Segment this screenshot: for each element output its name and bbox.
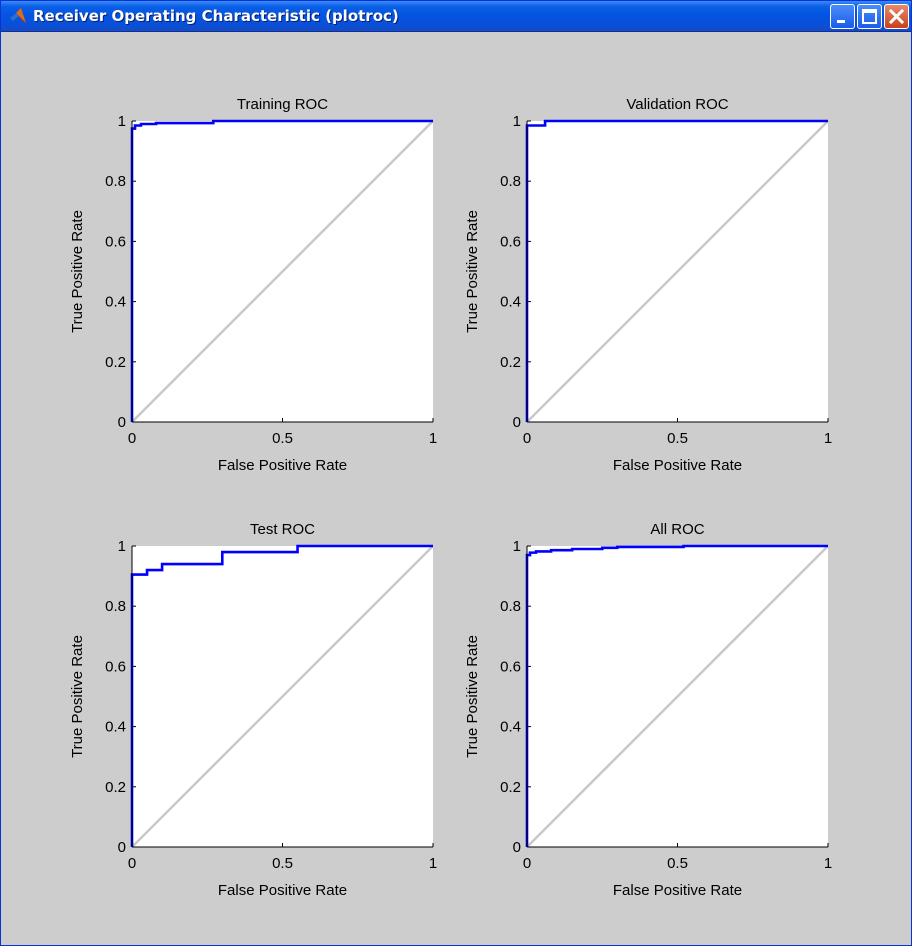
test-roc-x-tick-label: 1 xyxy=(429,855,437,872)
all-roc-x-tick-label: 1 xyxy=(824,855,832,872)
training-roc-y-tick-label: 0.4 xyxy=(105,294,126,311)
validation-roc-y-axis-label: True Positive Rate xyxy=(464,210,481,333)
test-roc-y-tick-label: 0.8 xyxy=(105,598,126,615)
validation-roc-x-tick-label: 0.5 xyxy=(667,430,688,447)
all-roc-x-axis-label: False Positive Rate xyxy=(613,882,742,899)
all-roc-chart: All ROC 0 0.5 1 0 0.2 0.4 0.6 0.8 1 False Positive… xyxy=(464,521,832,899)
test-roc-y-tick-label: 0 xyxy=(118,839,126,856)
maximize-icon xyxy=(862,9,877,24)
all-roc-y-tick-label: 1 xyxy=(513,538,521,555)
validation-roc-x-tick-label: 0 xyxy=(523,430,531,447)
test-roc-y-tick-label: 0.2 xyxy=(105,779,126,796)
validation-roc-y-tick-label: 0 xyxy=(513,414,521,431)
figure-canvas: Training ROC 0 0.5 1 0 0.2 0.4 0.6 0.8 1 False Pos… xyxy=(1,31,913,947)
test-roc-x-axis-label: False Positive Rate xyxy=(218,882,347,899)
matlab-logo-icon xyxy=(9,7,27,25)
validation-roc-y-tick-label: 0.4 xyxy=(500,294,521,311)
training-roc-x-tick-label: 0.5 xyxy=(272,430,293,447)
training-roc-diagonal-line xyxy=(131,120,434,423)
training-roc-x-tick-label: 1 xyxy=(429,430,437,447)
all-roc-x-tick-label: 0.5 xyxy=(667,855,688,872)
training-roc-y-tick-label: 1 xyxy=(118,113,126,130)
training-roc-chart: Training ROC 0 0.5 1 0 0.2 0.4 0.6 0.8 1 False Pos… xyxy=(69,96,437,474)
title-bar[interactable]: Receiver Operating Characteristic (plotr… xyxy=(1,1,911,32)
all-roc-y-axis-label: True Positive Rate xyxy=(464,635,481,758)
all-roc-y-tick-label: 0 xyxy=(513,839,521,856)
all-roc-y-tick-label: 0.6 xyxy=(500,658,521,675)
validation-roc-chart: Validation ROC 0 0.5 1 0 0.2 0.4 0.6 0.8 1 False P… xyxy=(464,96,832,474)
validation-roc-y-tick-label: 0.6 xyxy=(500,233,521,250)
training-roc-title: Training ROC xyxy=(237,96,328,113)
all-roc-roc-curve xyxy=(525,544,828,847)
all-roc-title: All ROC xyxy=(650,521,704,538)
minimize-button[interactable] xyxy=(830,4,855,29)
all-roc-y-tick-label: 0.4 xyxy=(500,719,521,736)
test-roc-y-tick-label: 0.6 xyxy=(105,658,126,675)
window-title: Receiver Operating Characteristic (plotr… xyxy=(33,7,399,25)
validation-roc-y-tick-label: 0.2 xyxy=(500,354,521,371)
all-roc-y-tick-label: 0.2 xyxy=(500,779,521,796)
validation-roc-title: Validation ROC xyxy=(626,96,728,113)
roc-plots: Training ROC 0 0.5 1 0 0.2 0.4 0.6 0.8 1 False Pos… xyxy=(69,96,832,899)
training-roc-roc-curve xyxy=(130,119,433,422)
test-roc-y-tick-label: 0.4 xyxy=(105,719,126,736)
validation-roc-diagonal-line xyxy=(526,120,829,423)
all-roc-x-tick-label: 0 xyxy=(523,855,531,872)
test-roc-y-axis-label: True Positive Rate xyxy=(69,635,86,758)
test-roc-roc-curve xyxy=(130,544,433,847)
test-roc-chart: Test ROC 0 0.5 1 0 0.2 0.4 0.6 0.8 1 False Positiv… xyxy=(69,521,437,899)
minimize-icon xyxy=(837,20,845,23)
test-roc-title: Test ROC xyxy=(250,521,315,538)
training-roc-y-tick-label: 0 xyxy=(118,414,126,431)
training-roc-x-tick-label: 0 xyxy=(128,430,136,447)
validation-roc-x-axis-label: False Positive Rate xyxy=(613,457,742,474)
close-button[interactable] xyxy=(884,4,909,29)
validation-roc-x-tick-label: 1 xyxy=(824,430,832,447)
all-roc-diagonal-line xyxy=(526,545,829,848)
training-roc-y-tick-label: 0.6 xyxy=(105,233,126,250)
validation-roc-y-tick-label: 1 xyxy=(513,113,521,130)
validation-roc-y-tick-label: 0.8 xyxy=(500,173,521,190)
test-roc-x-tick-label: 0.5 xyxy=(272,855,293,872)
training-roc-x-axis-label: False Positive Rate xyxy=(218,457,347,474)
all-roc-y-tick-label: 0.8 xyxy=(500,598,521,615)
test-roc-y-tick-label: 1 xyxy=(118,538,126,555)
test-roc-x-tick-label: 0 xyxy=(128,855,136,872)
test-roc-diagonal-line xyxy=(131,545,434,848)
maximize-button[interactable] xyxy=(857,4,882,29)
training-roc-y-tick-label: 0.8 xyxy=(105,173,126,190)
training-roc-y-axis-label: True Positive Rate xyxy=(69,210,86,333)
close-icon xyxy=(888,8,905,25)
training-roc-y-tick-label: 0.2 xyxy=(105,354,126,371)
